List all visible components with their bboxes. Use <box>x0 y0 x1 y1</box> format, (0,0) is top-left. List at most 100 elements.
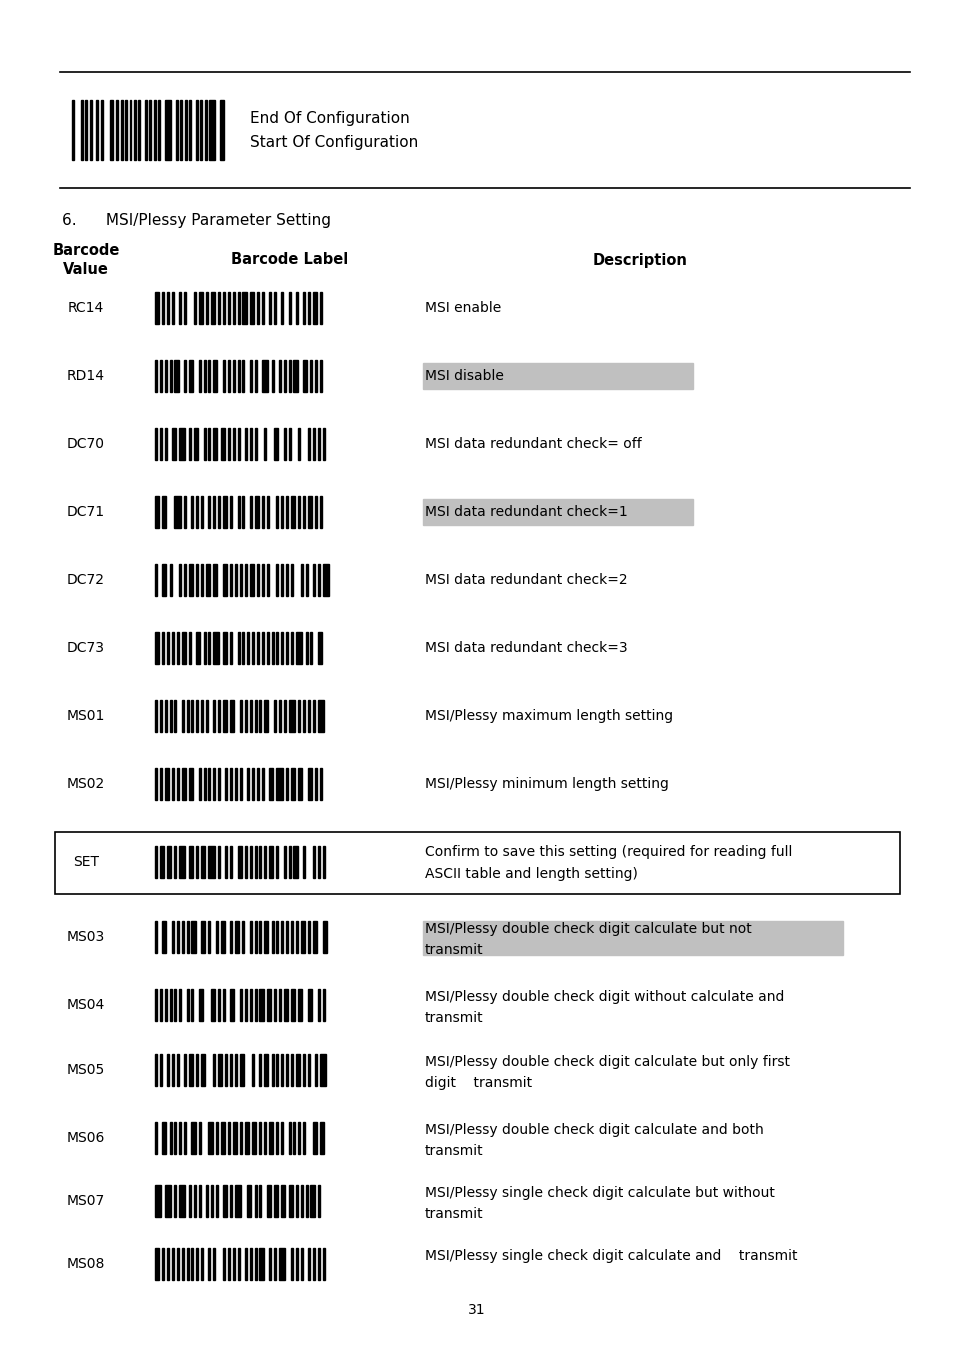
Bar <box>314 360 317 392</box>
Bar <box>179 1184 185 1217</box>
Text: RC14: RC14 <box>68 301 104 315</box>
Bar <box>278 990 280 1021</box>
Bar <box>252 768 253 800</box>
Bar <box>298 768 302 800</box>
Bar <box>313 1122 316 1155</box>
Bar <box>245 990 247 1021</box>
Bar <box>288 700 294 731</box>
Bar <box>138 100 140 160</box>
Text: Barcode Label: Barcode Label <box>232 253 348 268</box>
Bar <box>167 631 169 664</box>
Bar <box>208 496 211 529</box>
Bar <box>223 990 225 1021</box>
Bar <box>189 360 193 392</box>
Bar <box>218 768 220 800</box>
Bar <box>305 564 307 596</box>
Text: MSI/Plessy double check digit without calculate and: MSI/Plessy double check digit without ca… <box>424 990 783 1005</box>
Bar <box>201 700 203 731</box>
Bar <box>192 496 193 529</box>
Text: DC72: DC72 <box>67 573 105 587</box>
Bar <box>256 631 259 664</box>
Bar <box>208 846 214 877</box>
Bar <box>198 1184 200 1217</box>
Bar <box>237 292 239 324</box>
Bar <box>160 1055 162 1086</box>
Bar <box>320 768 322 800</box>
Bar <box>233 429 234 460</box>
Bar <box>288 360 291 392</box>
Bar <box>278 360 280 392</box>
Bar <box>160 846 164 877</box>
Bar <box>153 100 155 160</box>
Bar <box>278 700 280 731</box>
Bar <box>162 631 164 664</box>
Bar <box>160 768 162 800</box>
Bar <box>313 1248 314 1280</box>
Bar <box>208 1122 213 1155</box>
Bar <box>317 564 319 596</box>
Bar <box>313 700 314 731</box>
Bar <box>254 360 256 392</box>
Bar <box>170 1122 172 1155</box>
Bar <box>269 768 273 800</box>
Bar <box>294 846 297 877</box>
Bar <box>145 100 147 160</box>
Bar <box>272 921 274 953</box>
Bar <box>276 1055 278 1086</box>
Bar <box>192 700 193 731</box>
Bar <box>240 700 242 731</box>
Text: MS07: MS07 <box>67 1194 105 1207</box>
Bar <box>274 1248 275 1280</box>
Bar <box>228 1122 230 1155</box>
Bar <box>291 631 293 664</box>
Bar <box>322 429 324 460</box>
Bar <box>256 768 259 800</box>
Text: MSI disable: MSI disable <box>424 369 503 383</box>
Bar <box>154 429 157 460</box>
Bar <box>259 1122 261 1155</box>
Bar <box>242 496 244 529</box>
Bar <box>317 1184 319 1217</box>
Bar <box>320 496 322 529</box>
Bar <box>213 360 217 392</box>
Bar <box>179 1122 181 1155</box>
Bar <box>198 360 200 392</box>
Bar <box>213 700 215 731</box>
Bar <box>193 429 198 460</box>
Text: MSI/Plessy minimum length setting: MSI/Plessy minimum length setting <box>424 777 668 791</box>
Text: Description: Description <box>592 253 687 268</box>
Bar <box>281 564 283 596</box>
Bar <box>181 1248 184 1280</box>
Bar <box>223 360 225 392</box>
Bar <box>250 360 252 392</box>
Bar <box>154 1122 157 1155</box>
Bar <box>261 496 264 529</box>
Bar <box>195 100 197 160</box>
Bar <box>170 700 172 731</box>
Bar <box>162 1122 166 1155</box>
Bar <box>154 496 159 529</box>
Text: SET: SET <box>73 854 99 869</box>
Bar <box>269 1122 273 1155</box>
Bar <box>259 1184 261 1217</box>
Text: transmit: transmit <box>424 942 483 957</box>
Bar <box>308 496 312 529</box>
Bar <box>317 631 321 664</box>
Bar <box>288 1184 293 1217</box>
Bar <box>272 631 274 664</box>
Bar <box>165 360 167 392</box>
Bar <box>187 1248 189 1280</box>
Bar <box>303 1122 305 1155</box>
Bar <box>213 1055 215 1086</box>
Bar <box>281 1184 285 1217</box>
Bar <box>267 496 269 529</box>
Bar <box>240 1055 244 1086</box>
Text: MSI/Plessy maximum length setting: MSI/Plessy maximum length setting <box>424 708 673 723</box>
Bar <box>196 1055 198 1086</box>
Bar <box>162 292 164 324</box>
Bar <box>154 1055 157 1086</box>
Bar <box>308 1055 310 1086</box>
Text: Start Of Configuration: Start Of Configuration <box>250 135 417 150</box>
Bar <box>196 1248 198 1280</box>
Bar <box>223 1184 227 1217</box>
